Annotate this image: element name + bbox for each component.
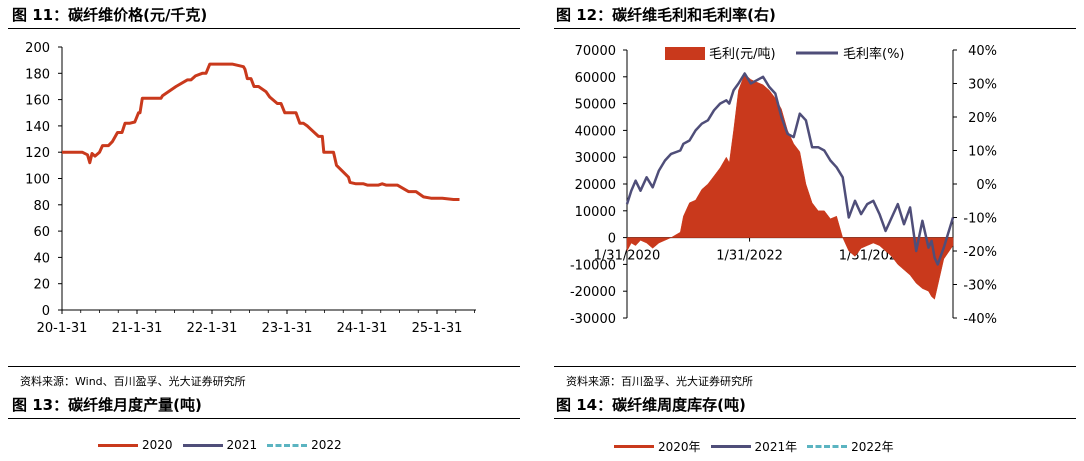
- fig14-legend-label-2020: 2020年: [658, 440, 701, 454]
- fig14-legend-item-2020: 2020年: [614, 438, 701, 455]
- fig12-legend-label-profit: 毛利(元/吨): [709, 47, 776, 62]
- fig14-legend: 2020年 2021年 2022年: [614, 438, 904, 455]
- fig14-legend-label-2021: 2021年: [754, 440, 798, 454]
- fig11-source: 资料来源：Wind、百川盈孚、光大证券研究所: [20, 375, 246, 388]
- fig11-y-tick-label: 160: [25, 94, 50, 109]
- fig13-legend-label-2020: 2020: [142, 438, 173, 452]
- fig11-y-tick-label: 140: [25, 120, 50, 135]
- fig12-legend-label-margin: 毛利率(%): [843, 46, 905, 62]
- fig12-source-rule: [554, 366, 1076, 367]
- fig12-x-tick-label: 1/31/2020: [594, 249, 661, 264]
- fig12-title: 图 12：碳纤维毛利和毛利率(右): [556, 6, 776, 24]
- fig14-legend-label-2022: 2022年: [851, 440, 894, 454]
- fig13-title: 图 13：碳纤维月度产量(吨): [12, 396, 202, 414]
- fig11-x-tick-label: 23-1-31: [262, 321, 313, 336]
- fig14-title: 图 14：碳纤维周度库存(吨): [556, 396, 746, 414]
- fig12-y2-tick-label: 40%: [968, 44, 997, 59]
- fig13-legend-label-2021: 2021: [226, 438, 258, 452]
- fig14-legend-item-2022: 2022年: [807, 438, 894, 455]
- fig11-x-tick-label: 22-1-31: [187, 321, 238, 336]
- fig11-y-tick-label: 40: [33, 251, 50, 266]
- fig11-x-tick-label: 20-1-31: [37, 321, 88, 336]
- fig12-y-tick-label: 40000: [575, 124, 616, 139]
- fig12-y-tick-label: 10000: [575, 205, 616, 220]
- fig12-legend-swatch-profit: [665, 47, 705, 60]
- fig12-source: 资料来源：百川盈孚、光大证券研究所: [566, 375, 753, 388]
- fig12-y-tick-label: 0: [608, 232, 616, 247]
- fig11-y-tick-label: 0: [42, 304, 50, 319]
- fig11-x-tick-label: 25-1-31: [412, 321, 463, 336]
- fig11-y-tick-label: 200: [25, 41, 50, 56]
- fig14-legend-swatch-2021: [710, 445, 751, 448]
- fig14-legend-swatch-2020: [614, 445, 654, 448]
- fig14-legend-item-2021: 2021年: [710, 438, 798, 455]
- fig12-y2-tick-label: 0%: [976, 178, 997, 193]
- fig12-y-tick-label: 20000: [575, 178, 616, 193]
- fig13-legend-swatch-2021: [182, 443, 223, 447]
- fig12-gross-margin-line: [625, 72, 955, 266]
- fig11-y-tick-label: 120: [25, 146, 50, 161]
- fig11-title-rule: [8, 28, 520, 29]
- fig13-legend-item-2022: 2022: [267, 438, 342, 452]
- fig12-x-tick-label: 1/31/2022: [716, 249, 783, 264]
- fig14-legend-swatch-2022: [807, 445, 848, 448]
- fig12-y-tick-label: -10000: [570, 258, 616, 273]
- fig13-title-rule: [8, 418, 520, 419]
- fig13-legend-swatch-2022: [267, 443, 308, 447]
- fig14-title-rule: [554, 418, 1076, 419]
- fig12-y2-tick-label: -30%: [963, 279, 997, 294]
- fig11-x-tick-label: 21-1-31: [112, 321, 163, 336]
- fig12-y2-tick-label: 10%: [968, 145, 997, 160]
- fig11-y-tick-label: 180: [25, 67, 50, 82]
- fig13-legend-item-2020: 2020: [98, 438, 173, 452]
- fig13-legend-label-2022: 2022: [311, 438, 342, 452]
- fig13-legend-item-2021: 2021: [182, 438, 258, 452]
- fig11-y-tick-label: 60: [33, 225, 50, 240]
- fig12-chart: -30000 -20000 -10000 0 10000 20000 30000 40000 5…: [570, 44, 997, 327]
- fig12-y2-tick-label: -10%: [963, 212, 997, 227]
- fig12-y2-tick-label: -40%: [963, 312, 997, 327]
- fig13-legend: 2020 2021 2022: [98, 438, 352, 452]
- fig11-y-tick-label: 100: [25, 173, 50, 188]
- fig12-y2-tick-label: 30%: [968, 78, 997, 93]
- fig12-y2-tick-label: -20%: [963, 245, 997, 260]
- fig11-source-rule: [8, 366, 520, 367]
- fig11-y-tick-label: 20: [33, 278, 50, 293]
- fig12-y-tick-label: -30000: [570, 312, 616, 327]
- fig11-chart: 0 20 40 60 80 100 120 140 160 180 200 20-1-31 21-1-3…: [25, 41, 476, 336]
- fig12-gross-profit-area: [626, 73, 954, 300]
- fig12-y2-tick-label: 20%: [968, 111, 997, 126]
- fig12-y-tick-label: 70000: [575, 44, 616, 59]
- fig12-y-tick-label: 30000: [575, 151, 616, 166]
- fig12-title-rule: [554, 28, 1076, 29]
- fig11-price-line: [62, 62, 460, 201]
- fig11-title: 图 11：碳纤维价格(元/千克): [12, 6, 208, 24]
- fig12-y-tick-label: 50000: [575, 98, 616, 113]
- fig11-x-tick-label: 24-1-31: [337, 321, 388, 336]
- fig11-y-tick-label: 80: [33, 199, 50, 214]
- fig12-y-tick-label: 60000: [575, 71, 616, 86]
- fig13-legend-swatch-2020: [98, 443, 138, 447]
- fig12-y-tick-label: -20000: [570, 285, 616, 300]
